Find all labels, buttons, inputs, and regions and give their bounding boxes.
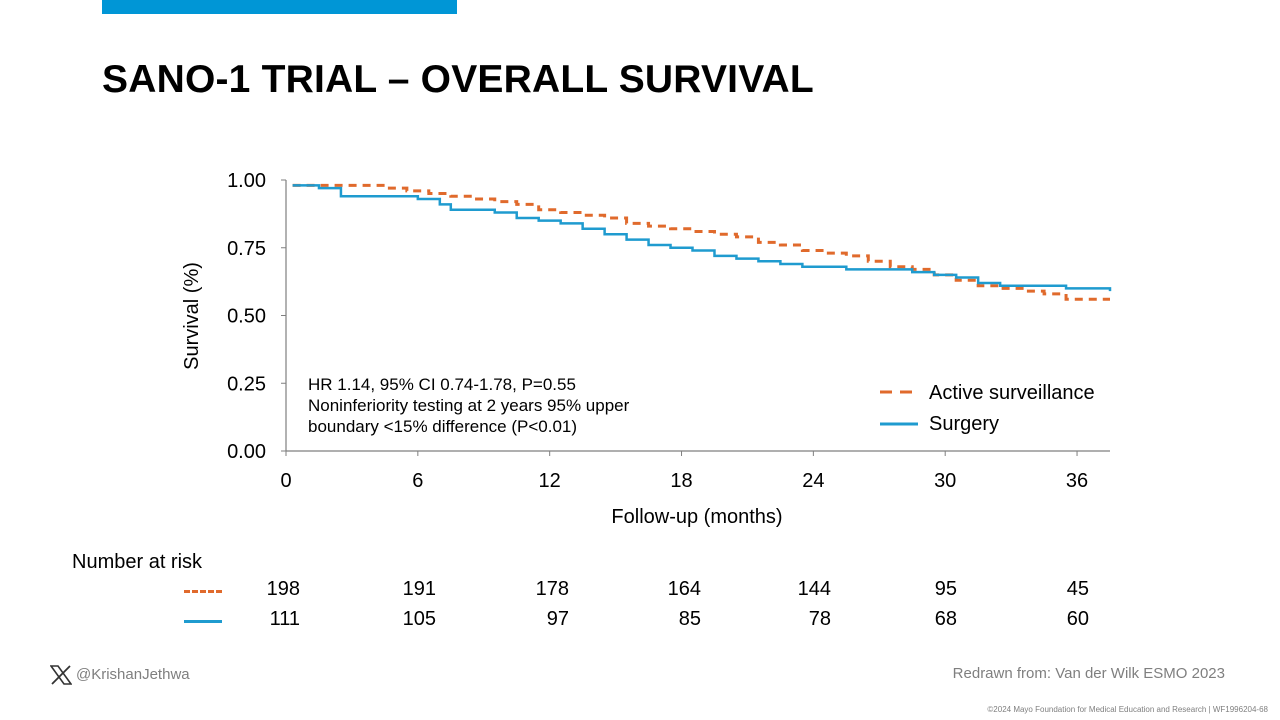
x-tick-label: 6 [412, 470, 423, 492]
legend-label-surgery: Surgery [929, 413, 999, 435]
copyright-notice: ©2024 Mayo Foundation for Medical Educat… [987, 705, 1268, 714]
number-at-risk-value: 111 [269, 608, 300, 630]
number-at-risk-value: 178 [535, 578, 569, 600]
number-at-risk-value: 191 [402, 578, 436, 600]
km-curve-surgery [292, 184, 1112, 292]
annotation-line-2: Noninferiority testing at 2 years 95% up… [308, 396, 630, 415]
y-tick-label: 0.25 [227, 373, 266, 395]
number-at-risk-value: 105 [402, 608, 436, 630]
x-tick-label: 36 [1066, 470, 1088, 492]
y-tick-label: 0.75 [227, 238, 266, 260]
accent-bar [102, 0, 457, 14]
y-tick-label: 0.50 [227, 306, 266, 328]
x-axis-label: Follow-up (months) [611, 506, 782, 528]
y-axis-label: Survival (%) [181, 262, 203, 370]
number-at-risk-value: 68 [934, 608, 957, 630]
x-tick-label: 30 [934, 470, 956, 492]
y-tick-label: 0.00 [227, 441, 266, 463]
km-curve-active-surveillance [292, 183, 1110, 301]
number-at-risk-value: 60 [1066, 608, 1089, 630]
chart-series [292, 183, 1112, 301]
chart-ticks: 0 6 12 18 24 30 36 1.00 0.75 0.50 0.25 0.00 [227, 170, 1088, 492]
legend-label-active-surveillance: Active surveillance [929, 382, 1095, 404]
number-at-risk-title: Number at risk [72, 551, 203, 573]
number-at-risk-row: 198 191 178 164 144 95 45 [0, 578, 1280, 608]
x-tick-label: 24 [802, 470, 824, 492]
number-at-risk-value: 78 [808, 608, 831, 630]
y-tick-label: 1.00 [227, 170, 266, 192]
annotation-line-3: boundary <15% difference (P<0.01) [308, 417, 577, 436]
twitter-handle: @KrishanJethwa [76, 666, 190, 683]
source-credit: Redrawn from: Van der Wilk ESMO 2023 [952, 665, 1225, 682]
number-at-risk-value: 198 [266, 578, 300, 600]
number-at-risk-swatch [184, 620, 222, 623]
x-tick-label: 12 [539, 470, 561, 492]
number-at-risk-value: 164 [667, 578, 701, 600]
annotation-line-1: HR 1.14, 95% CI 0.74-1.78, P=0.55 [308, 375, 576, 394]
number-at-risk-value: 85 [678, 608, 701, 630]
number-at-risk-value: 95 [934, 578, 957, 600]
x-logo-icon [49, 665, 73, 685]
x-tick-label: 18 [670, 470, 692, 492]
number-at-risk-row: 111 105 97 85 78 68 60 [0, 608, 1280, 638]
number-at-risk-value: 144 [797, 578, 831, 600]
x-tick-label: 0 [280, 470, 291, 492]
number-at-risk-value: 97 [546, 608, 569, 630]
number-at-risk-value: 45 [1066, 578, 1089, 600]
legend: Active surveillance Surgery [880, 382, 1095, 435]
number-at-risk-swatch [184, 590, 222, 593]
slide-title: SANO-1 TRIAL – OVERALL SURVIVAL [102, 58, 814, 101]
